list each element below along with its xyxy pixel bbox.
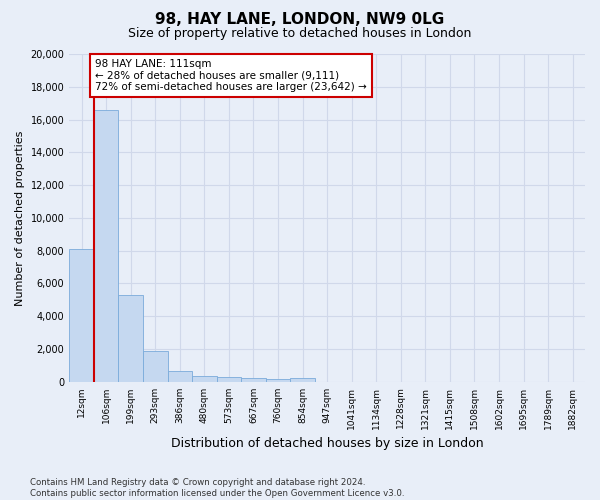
Bar	[241, 378, 266, 382]
Bar	[143, 352, 167, 382]
Bar	[266, 379, 290, 382]
Bar	[192, 376, 217, 382]
Text: Contains HM Land Registry data © Crown copyright and database right 2024.
Contai: Contains HM Land Registry data © Crown c…	[30, 478, 404, 498]
Bar	[167, 370, 192, 382]
Bar	[118, 295, 143, 382]
X-axis label: Distribution of detached houses by size in London: Distribution of detached houses by size …	[171, 437, 484, 450]
Bar	[217, 378, 241, 382]
Text: Size of property relative to detached houses in London: Size of property relative to detached ho…	[128, 28, 472, 40]
Bar	[290, 378, 315, 382]
Bar	[94, 110, 118, 382]
Text: 98 HAY LANE: 111sqm
← 28% of detached houses are smaller (9,111)
72% of semi-det: 98 HAY LANE: 111sqm ← 28% of detached ho…	[95, 59, 367, 92]
Bar	[69, 249, 94, 382]
Text: 98, HAY LANE, LONDON, NW9 0LG: 98, HAY LANE, LONDON, NW9 0LG	[155, 12, 445, 28]
Y-axis label: Number of detached properties: Number of detached properties	[15, 130, 25, 306]
